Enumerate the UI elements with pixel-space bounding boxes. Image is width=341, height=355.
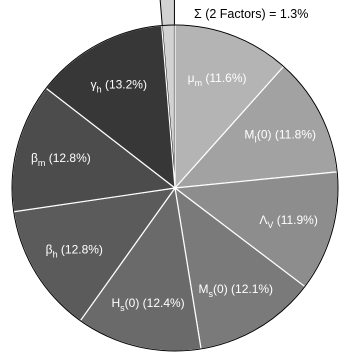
slice-label-2: ΛV (11.9%) [259,213,318,230]
slice-label-6: βm (12.8%) [31,151,91,168]
pie-outline [11,24,339,352]
slice-label-3: Ms(0) (12.1%) [199,282,274,299]
exploded-slice-label: Σ (2 Factors) = 1.3% [194,7,308,21]
slice-label-1: MI(0) (11.8%) [244,128,316,145]
slice-label-0: μm (11.6%) [188,71,247,88]
slice-label-5: βh (12.8%) [46,243,103,260]
slice-label-4: Hs(0) (12.4%) [111,296,184,313]
slice-label-7: γh (13.2%) [91,77,147,94]
